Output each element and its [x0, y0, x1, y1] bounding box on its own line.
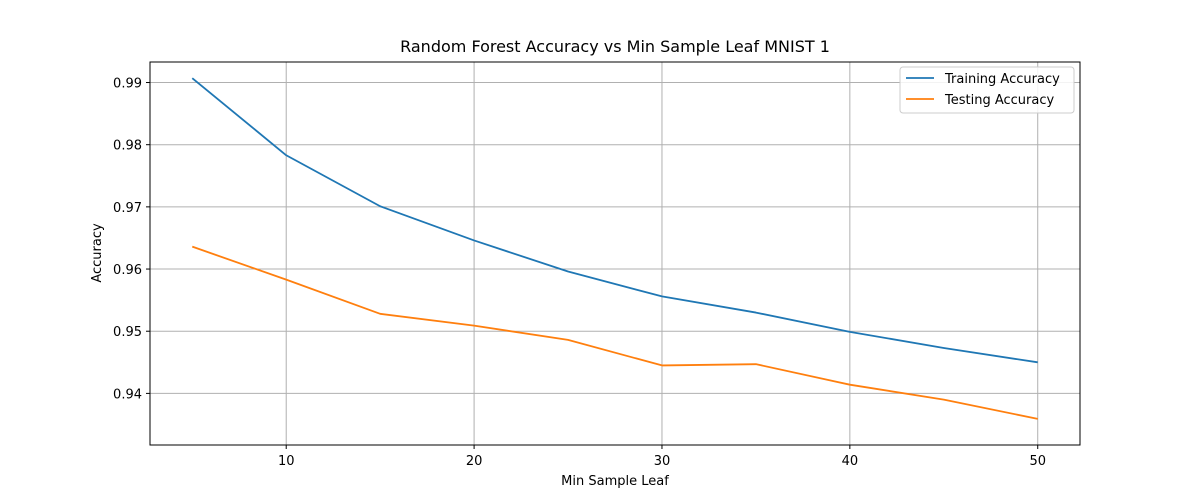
legend: Training Accuracy Testing Accuracy	[899, 66, 1075, 114]
y-tick-label: 0.97	[113, 201, 142, 216]
x-tick-label: 30	[654, 454, 671, 469]
y-tick-label: 0.99	[113, 77, 142, 92]
x-tick-label: 10	[278, 454, 295, 469]
series-lines	[191, 77, 1038, 420]
x-tick-label: 40	[842, 454, 859, 469]
legend-label: Training Accuracy	[944, 72, 1060, 87]
y-tick-label: 0.95	[113, 325, 142, 340]
y-tick-label: 0.96	[113, 263, 142, 278]
x-tick-label: 50	[1029, 454, 1046, 469]
series-line-2	[191, 245, 1038, 420]
legend-box	[899, 66, 1075, 114]
y-axis-label: Accuracy	[90, 223, 105, 283]
series-line-1	[191, 77, 1038, 364]
x-axis-label: Min Sample Leaf	[561, 474, 669, 489]
x-axis-ticks: 10 20 30 40 50	[278, 445, 1046, 469]
y-tick-label: 0.98	[113, 139, 142, 154]
x-tick-label: 20	[466, 454, 483, 469]
chart-title: Random Forest Accuracy vs Min Sample Lea…	[400, 37, 830, 56]
y-axis-ticks: 0.94 0.95 0.96 0.97 0.98 0.99	[113, 77, 150, 402]
y-tick-label: 0.94	[113, 387, 142, 402]
legend-label: Testing Accuracy	[944, 93, 1054, 108]
plot-area-frame	[149, 61, 1081, 446]
